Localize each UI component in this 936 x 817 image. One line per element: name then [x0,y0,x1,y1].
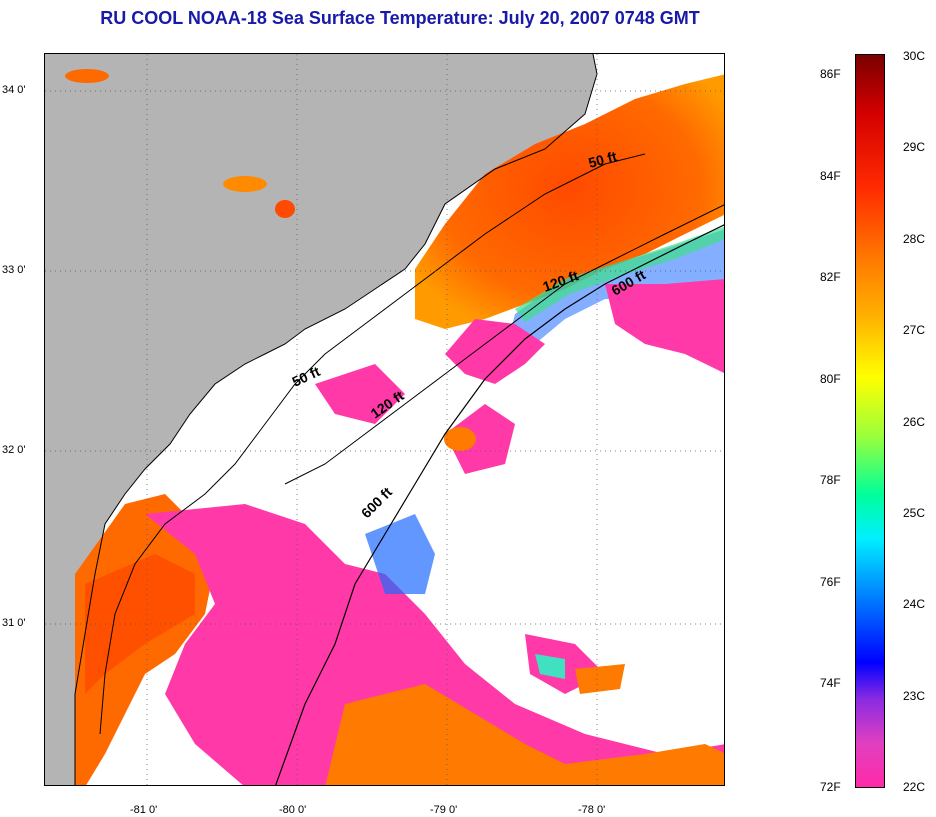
coastline [74,54,598,785]
cb-label-80f: 80F [820,372,841,386]
lon-label-80: -80 0' [279,804,307,816]
cb-label-72f: 72F [820,780,841,794]
blue-south [365,514,435,594]
cb-label-29c: 29C [903,140,926,154]
map-title: RU COOL NOAA-18 Sea Surface Temperature:… [100,8,700,28]
pink-mid2 [445,404,515,474]
lon-label-78: -78 0' [578,804,606,816]
pink-south [145,504,724,785]
lat-label-32: 32 0' [2,444,26,456]
cb-label-24c: 24C [903,597,926,611]
cb-label-27c: 27C [903,323,926,337]
sst-map-canvas: 50 ft 120 ft 600 ft 50 ft 120 ft 600 ft [45,54,724,785]
lon-label-79: -79 0' [430,804,458,816]
lon-label-81: -81 0' [130,804,158,816]
land-mass [45,54,597,785]
cb-label-74f: 74F [820,676,841,690]
cb-label-23c: 23C [903,689,926,703]
cb-label-78f: 78F [820,473,841,487]
cb-label-30c: 30C [903,49,926,63]
cb-label-26c: 26C [903,415,926,429]
cb-label-76f: 76F [820,575,841,589]
contour-label-600ft-south: 600 ft [358,484,395,521]
cb-label-25c: 25C [903,506,926,520]
pink-north [445,319,545,384]
contour-label-50ft-north: 50 ft [587,148,619,171]
cyan-east [535,654,565,679]
pink-mid [315,364,405,424]
lat-label-33: 33 0' [2,264,26,276]
warm-water-north [415,74,724,329]
temperature-colorbar [855,54,885,788]
cb-label-22c: 22C [903,780,926,794]
isobath-600ft [275,224,724,785]
lat-label-34: 34 0' [2,84,26,96]
cb-label-84f: 84F [820,169,841,183]
sst-map[interactable]: 50 ft 120 ft 600 ft 50 ft 120 ft 600 ft [44,53,725,786]
warm-south-offshore [325,684,724,785]
cb-label-86f: 86F [820,67,841,81]
isobath-120ft [284,204,724,485]
isobath-50ft [99,153,646,735]
cb-label-28c: 28C [903,232,926,246]
warm-east [575,664,625,694]
pink-offshore-north [605,279,724,374]
cb-label-82f: 82F [820,270,841,284]
lat-label-31: 31 0' [2,617,26,629]
grid [45,54,724,785]
